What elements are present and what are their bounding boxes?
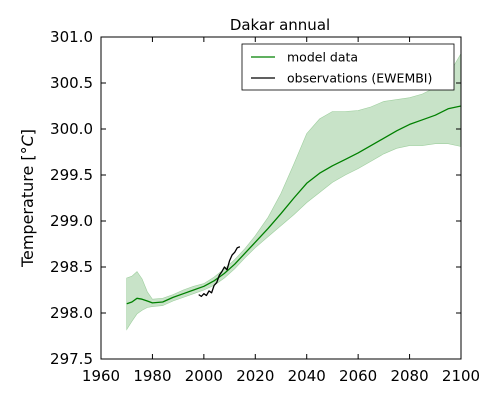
y-axis-label: Temperature [°C] [18,129,37,268]
y-tick-label: 299.5 [50,166,93,184]
x-tick-label: 2040 [288,367,326,385]
y-tick-label: 301.0 [50,28,93,46]
legend-label: model data [287,50,358,65]
model-data-line [126,105,461,305]
y-tick-label: 299.0 [50,212,93,230]
y-tick-label: 300.0 [50,120,93,138]
x-tick-label: 2100 [442,367,480,385]
x-tick-label: 2000 [185,367,223,385]
x-tick-label: 1960 [82,367,120,385]
observations-line [198,246,241,298]
x-tick-label: 2020 [236,367,274,385]
y-axis-label-unit: °C [18,134,37,154]
chart-title: Dakar annual [230,16,330,34]
y-axis-label-close: ] [18,129,37,135]
x-tick-label: 2080 [390,367,428,385]
legend-label: observations (EWEMBI) [287,71,432,86]
model-range-band [126,53,461,331]
plot-frame [100,36,462,360]
legend: model data observations (EWEMBI) [241,43,455,91]
y-axis-label-text: Temperature [ [18,154,37,268]
y-tick-label: 300.5 [50,74,93,92]
legend-box [241,43,455,91]
y-tick-label: 297.5 [50,350,93,368]
x-tick-label: 1980 [133,367,171,385]
y-tick-label: 298.0 [50,304,93,322]
y-tick-label: 298.5 [50,258,93,276]
x-tick-label: 2060 [339,367,377,385]
